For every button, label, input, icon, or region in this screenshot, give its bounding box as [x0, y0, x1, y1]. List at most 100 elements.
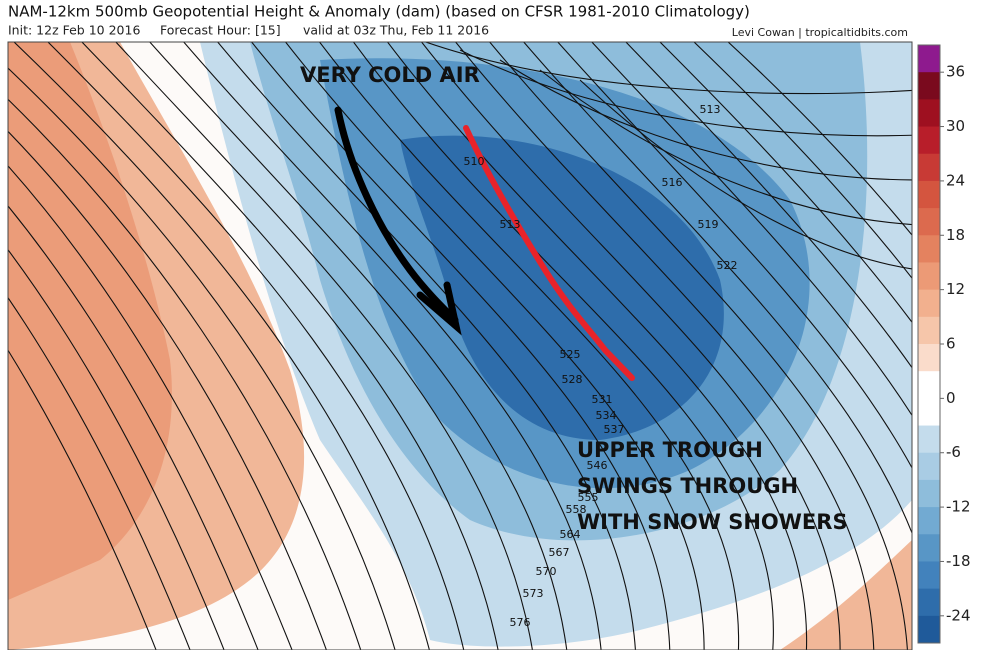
color-band — [918, 561, 940, 590]
forecast-hour: Forecast Hour: [15] — [160, 23, 281, 38]
contour-line — [499, 59, 912, 181]
contour-line — [13, 42, 430, 650]
annotation-line: UPPER TROUGH — [577, 438, 763, 462]
color-band — [918, 235, 940, 263]
color-band — [918, 316, 940, 345]
colorbar-tick-label: 6 — [946, 335, 956, 353]
colorbar-tick-label: -18 — [946, 552, 971, 570]
contour-line — [424, 42, 912, 95]
height-contours — [8, 42, 912, 650]
contour-label: 537 — [604, 423, 625, 436]
contour-line — [523, 42, 912, 535]
cold-air-arrow — [334, 106, 459, 324]
contour-label: 573 — [523, 587, 544, 600]
contour-line — [579, 79, 912, 270]
colorbar-tick-label: -24 — [946, 606, 971, 624]
contour-label: 555 — [578, 491, 599, 504]
color-band — [918, 126, 940, 155]
contour-line — [318, 42, 740, 650]
contour-label: 513 — [500, 218, 521, 231]
contour-label: 531 — [592, 393, 613, 406]
colorbar-tick-label: 18 — [946, 226, 965, 244]
contour-line — [8, 349, 157, 650]
contour-line — [8, 248, 225, 650]
color-band — [918, 153, 940, 182]
contour-label: 564 — [560, 528, 581, 541]
contour-line — [727, 42, 912, 236]
contour-label: 516 — [662, 176, 683, 189]
colorbar-tick-label: 30 — [946, 117, 965, 135]
contour-line — [284, 42, 705, 650]
annotation-line: WITH SNOW SHOWERS — [577, 510, 848, 534]
contour-label: 525 — [560, 348, 581, 361]
color-band — [918, 72, 940, 100]
contour-line — [8, 296, 191, 650]
color-band — [918, 344, 940, 372]
color-band — [918, 479, 940, 508]
color-band — [918, 452, 940, 481]
trough-axis — [463, 125, 635, 381]
contour-label: 546 — [587, 459, 608, 472]
contour-line — [8, 130, 327, 650]
annotation-line: SWINGS THROUGH — [577, 474, 798, 498]
contour-line — [625, 42, 912, 369]
contour-line — [47, 42, 465, 650]
warm-anomaly-strong — [8, 42, 172, 600]
color-band — [918, 534, 940, 562]
color-band — [918, 507, 940, 535]
color-band — [918, 289, 940, 318]
color-band — [918, 425, 940, 454]
contour-line — [488, 42, 908, 650]
contour-label: 519 — [698, 218, 719, 231]
contour-label: 534 — [596, 409, 617, 422]
contour-line — [539, 69, 912, 226]
color-band — [918, 588, 940, 617]
contour-label: 528 — [562, 373, 583, 386]
annotation-trough: UPPER TROUGH SWINGS THROUGH WITH SNOW SHOW… — [577, 438, 848, 534]
contour-line — [216, 42, 636, 650]
colorbar-tick-label: 36 — [946, 63, 965, 81]
contour-line — [459, 49, 912, 137]
contour-line — [420, 42, 841, 650]
color-band — [918, 615, 940, 644]
contour-line — [693, 42, 912, 280]
warm-anomaly-southeast — [780, 540, 912, 650]
color-band — [918, 45, 940, 73]
color-band — [918, 208, 940, 236]
title: NAM-12km 500mb Geopotential Height & Ano… — [8, 3, 750, 21]
contour-label: 522 — [717, 259, 738, 272]
annotation-cold-air: VERY COLD AIR — [300, 63, 480, 87]
color-band — [918, 180, 940, 209]
contour-line — [115, 42, 533, 650]
contour-line — [81, 42, 499, 650]
contour-line — [454, 42, 875, 650]
colorbar-tick-label: 12 — [946, 280, 965, 298]
init-time: Init: 12z Feb 10 2016 — [8, 23, 140, 38]
contour-label: 567 — [549, 546, 570, 559]
map — [7, 41, 913, 650]
contour-line — [183, 42, 602, 650]
colorbar-tick-label: -6 — [946, 443, 961, 461]
contour-line — [352, 42, 774, 650]
colorbar-tick-label: 24 — [946, 171, 965, 189]
contour-label: 570 — [536, 565, 557, 578]
color-band — [918, 398, 940, 427]
contour-label: 510 — [464, 155, 485, 168]
contour-line — [659, 42, 912, 324]
colorbar-tick-label: 0 — [946, 389, 956, 407]
contour-line — [8, 205, 259, 650]
contour-label: 576 — [510, 616, 531, 629]
contour-line — [8, 67, 396, 650]
valid-time: valid at 03z Thu, Feb 11 2016 — [303, 23, 489, 38]
credit: Levi Cowan | tropicaltidbits.com — [732, 26, 908, 39]
color-band — [918, 262, 940, 291]
color-band — [918, 371, 940, 399]
contour-label: 558 — [566, 503, 587, 516]
contour-line — [250, 42, 671, 650]
map-frame — [7, 41, 913, 650]
contour-label: 513 — [700, 103, 721, 116]
contour-labels: 5135165195225105135255285315345375465555… — [464, 103, 738, 629]
contour-line — [149, 42, 568, 650]
